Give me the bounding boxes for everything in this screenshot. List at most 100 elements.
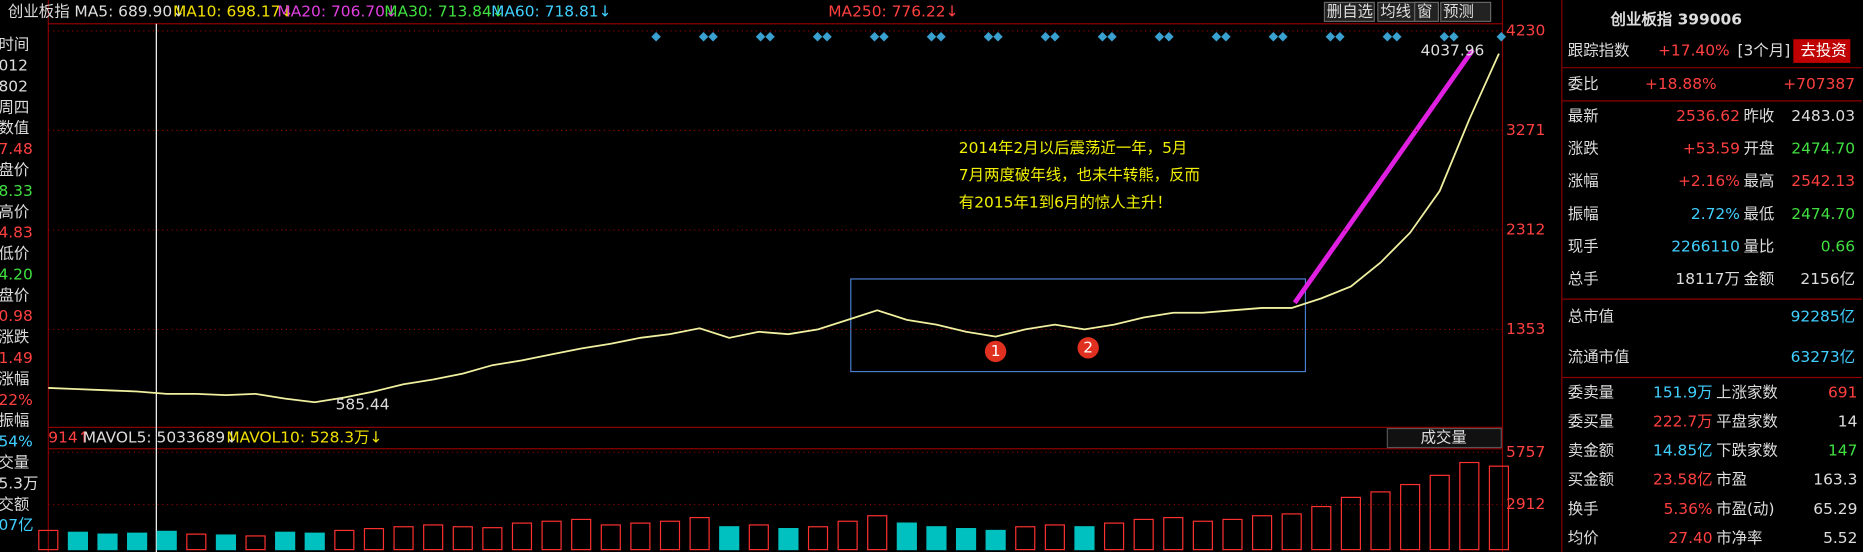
value: 2536.62: [1676, 107, 1740, 125]
y-tick-label: 4230: [1506, 21, 1545, 39]
button: 预测: [1443, 2, 1474, 20]
label: 量比: [1743, 237, 1774, 255]
volume-bar: [748, 524, 769, 551]
volume-bar: [245, 535, 266, 551]
volume-bar: [452, 526, 473, 551]
volume-bar: [1222, 518, 1243, 551]
y-tick-label: 2912: [1506, 495, 1545, 513]
annotation: 有2015年1到6月的惊人主升！: [959, 193, 1172, 211]
value: 147: [1828, 442, 1857, 460]
volume-bar: [1252, 515, 1273, 551]
label: 总市值: [1568, 307, 1614, 325]
label: 涨跌: [1568, 139, 1599, 157]
volume-bar: [363, 528, 385, 551]
left-label: 涨跌: [0, 328, 29, 346]
left-label: 54%: [0, 433, 33, 451]
volume-bar: [334, 529, 355, 551]
volume-bar: [215, 534, 237, 551]
annotation: 7月两度破年线，也未牛转熊，反而: [959, 166, 1200, 184]
label: 总手: [1568, 270, 1599, 288]
value: 14: [1838, 413, 1858, 431]
left-label: 7.48: [0, 140, 33, 158]
label: 涨幅: [1568, 172, 1599, 190]
volume-bar: [304, 532, 325, 551]
selector: 成交量: [1421, 429, 1467, 447]
volume-bar: [1133, 518, 1154, 551]
volume-bar: [689, 516, 710, 551]
label: 市盈(动): [1716, 500, 1774, 518]
left-label: 高价: [0, 203, 29, 221]
volume-bar: [1400, 483, 1421, 551]
y-tick-label: 2312: [1506, 220, 1545, 238]
value: +53.59: [1683, 139, 1740, 157]
button-frame[interactable]: [1323, 1, 1375, 22]
value: +2.16%: [1678, 172, 1740, 190]
volume-bar: [423, 524, 444, 551]
volume-bar: [1340, 496, 1361, 551]
label: 委买量: [1568, 413, 1614, 431]
symbol: 创业板指: [8, 2, 70, 20]
value: 163.3: [1813, 471, 1857, 489]
label: 上涨家数: [1716, 383, 1778, 401]
volume-bar: [186, 533, 207, 551]
value: +707387: [1783, 75, 1855, 93]
volume-bar: [1311, 505, 1332, 551]
volume-bar: [719, 526, 740, 551]
value: 2542.13: [1791, 172, 1855, 190]
annotation: 2014年2月以后震荡近一年，5月: [959, 139, 1188, 157]
value: 2483.03: [1791, 107, 1855, 125]
volume-bar: [955, 528, 977, 551]
value: 222.7万: [1653, 413, 1713, 431]
label: 最高: [1743, 172, 1774, 190]
value: 2266110: [1671, 237, 1740, 255]
volume-bar: [630, 522, 651, 551]
volume-bar: [67, 531, 88, 551]
left-label: 4.83: [0, 224, 33, 242]
selector-frame[interactable]: [1386, 427, 1502, 449]
value: 691: [1828, 383, 1857, 401]
volume-bar: [807, 526, 829, 551]
trend-arrow: [1292, 48, 1475, 305]
left-label: 涨幅: [0, 370, 29, 388]
value: +17.40%: [1658, 42, 1730, 60]
highlight-box: [850, 278, 1307, 373]
volume-bar: [571, 518, 592, 551]
volume-bar: [38, 529, 59, 551]
ma-label: MA10: 698.17↓: [173, 2, 293, 20]
left-label: 1.49: [0, 349, 33, 367]
label: 振幅: [1568, 205, 1599, 223]
left-label: 4.20: [0, 265, 33, 283]
value: 2.72%: [1691, 205, 1740, 223]
volume-bar: [1103, 522, 1125, 551]
button-frame[interactable]: [1440, 1, 1492, 22]
label: 流通市值: [1568, 348, 1630, 366]
left-label: 5.3万: [0, 474, 38, 492]
left-label: 盘价: [0, 160, 29, 179]
button: 删自选: [1327, 2, 1373, 20]
high-label: 4037.96: [1421, 42, 1485, 60]
value: 151.9万: [1653, 383, 1713, 401]
invest-button[interactable]: [1793, 39, 1851, 63]
label: 跟踪指数: [1568, 42, 1630, 60]
volume-bar: [541, 520, 562, 551]
price-line: [48, 53, 1500, 404]
volume-bar: [985, 529, 1006, 551]
volume-bar: [1488, 465, 1510, 551]
value: 2156亿: [1800, 270, 1855, 288]
left-label: 22%: [0, 391, 33, 409]
left-label: 周四: [0, 98, 29, 116]
volume-bar: [1044, 524, 1065, 551]
button-frame[interactable]: [1414, 1, 1439, 22]
y-tick-label: 5757: [1506, 443, 1545, 461]
ma-label: MA60: 718.81↓: [491, 2, 611, 20]
volume-bar: [1015, 526, 1036, 551]
ma-label: MA5: 689.90↓: [74, 2, 185, 20]
ma-label: MA20: 706.70↓: [277, 2, 397, 20]
value: 5.52: [1823, 529, 1857, 547]
label: 换手: [1568, 500, 1599, 518]
label: 最新: [1568, 107, 1599, 125]
button: 窗: [1417, 2, 1432, 20]
volume-bar: [1370, 491, 1391, 551]
